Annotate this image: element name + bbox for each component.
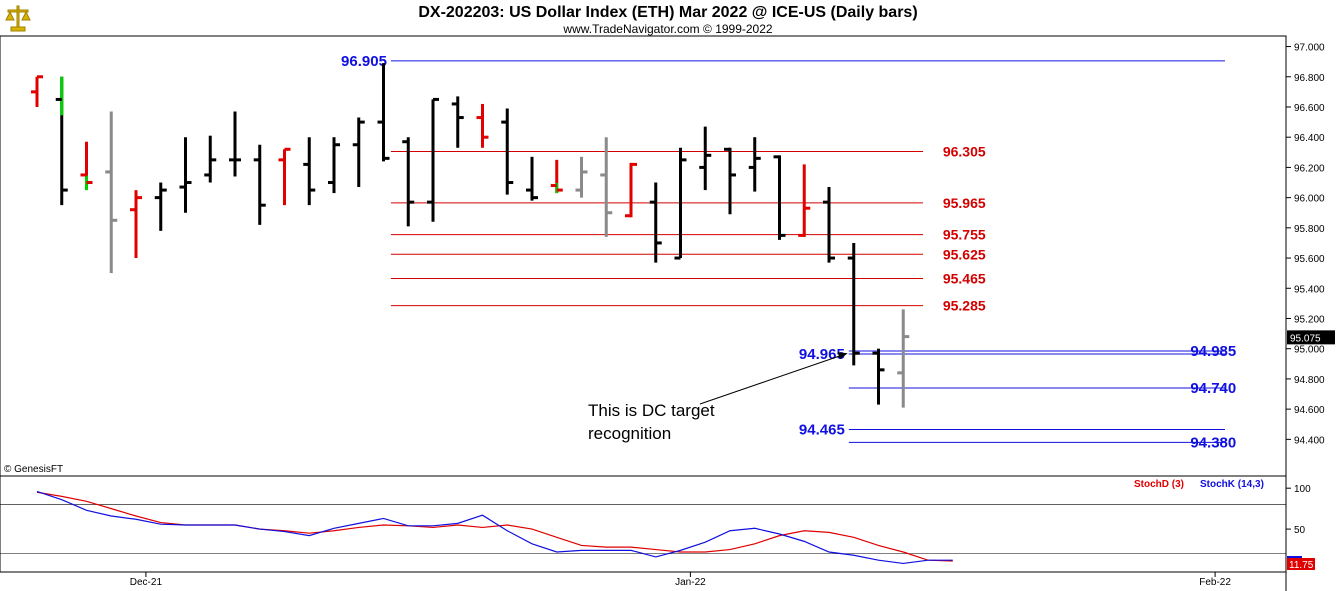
ohlc-bar: [872, 348, 885, 405]
price-bars: [31, 63, 910, 408]
ohlc-bar: [847, 242, 860, 366]
chart-subtitle: www.TradeNavigator.com © 1999-2022: [562, 22, 772, 36]
ohlc-bar: [550, 159, 563, 194]
ohlc-bar: [55, 76, 68, 206]
price-axis-label: 94.600: [1294, 405, 1325, 416]
price-axis-label: 95.200: [1294, 314, 1325, 325]
price-axis-label: 97.000: [1294, 43, 1325, 54]
indicator-panel: [0, 475, 1287, 573]
ohlc-bar: [476, 103, 489, 148]
price-axis-label: 96.400: [1294, 133, 1325, 144]
ohlc-bar: [526, 156, 538, 201]
ohlc-bar: [204, 135, 217, 183]
level-label-95.465: 95.465: [943, 270, 986, 286]
annotation-arrow: [699, 354, 842, 405]
price-axis-label: 96.600: [1294, 103, 1325, 114]
level-label-96.905: 96.905: [341, 53, 387, 70]
price-axis-label: 96.000: [1294, 194, 1325, 205]
ohlc-bar: [748, 137, 761, 192]
ohlc-bar: [179, 137, 192, 213]
price-axis-label: 95.600: [1294, 254, 1325, 265]
ohlc-bar: [377, 63, 390, 162]
ohlc-bar: [328, 137, 340, 194]
ohlc-bar: [773, 155, 786, 240]
ohlc-bar: [253, 144, 266, 225]
ohlc-bar: [31, 75, 43, 107]
price-axis-label: 94.800: [1294, 375, 1325, 386]
stochastic-indicator: 100 50 StochD (3) StochK (14,3) 11.75: [0, 479, 1315, 571]
ohlc-bar: [798, 164, 811, 237]
price-axis-label: 95.000: [1294, 345, 1325, 356]
dc-target-annotation: This is DC target recognition: [588, 352, 848, 443]
level-label-95.965: 95.965: [943, 195, 986, 211]
ohlc-bar: [501, 108, 514, 195]
ohlc-bar: [402, 137, 415, 227]
level-label-95.285: 95.285: [943, 298, 986, 314]
ohlc-bar: [105, 111, 118, 274]
logo: [2, 2, 36, 36]
level-label-95.755: 95.755: [943, 227, 986, 243]
ohlc-bar: [897, 309, 910, 408]
level-label-94.740: 94.740: [1190, 380, 1236, 397]
ohlc-bar: [575, 156, 588, 198]
stoch-legend-label: StochD (3): [1134, 479, 1184, 490]
ohlc-bar: [625, 162, 637, 218]
ohlc-bar: [229, 111, 241, 177]
price-axis-label: 95.400: [1294, 284, 1325, 295]
last-price-marker: [1287, 330, 1335, 345]
level-label-94.965: 94.965: [799, 346, 845, 363]
copyright-label: © GenesisFT: [4, 464, 63, 475]
stoch-last-value-marker: [1287, 558, 1315, 570]
time-axis-label: Dec-21: [130, 577, 163, 588]
scales-icon: [5, 5, 31, 32]
annotation-arrowhead: [837, 352, 848, 360]
ohlc-bar: [699, 126, 712, 191]
ohlc-bar: [130, 190, 142, 259]
level-label-94.985: 94.985: [1190, 343, 1236, 360]
ohlc-bar: [80, 141, 93, 191]
ohlc-bar: [154, 182, 167, 231]
ohlc-bar: [451, 96, 464, 148]
price-axis-label: 96.200: [1294, 163, 1325, 174]
ohlc-bar: [724, 147, 736, 215]
level-label-95.625: 95.625: [943, 246, 986, 262]
time-axis-label: Feb-22: [1199, 577, 1231, 588]
ohlc-bar: [278, 147, 291, 206]
stoch-last-value: 11.75: [1289, 560, 1314, 571]
price-panel: [0, 35, 1287, 477]
level-label-94.380: 94.380: [1190, 434, 1236, 451]
ohlc-bar: [427, 97, 439, 222]
annotation-text-line2: recognition: [588, 424, 671, 443]
chart-title: DX-202203: US Dollar Index (ETH) Mar 202…: [418, 4, 917, 21]
stoch-series-line: [36, 490, 953, 565]
time-axis: Dec-21 Jan-22 Feb-22: [130, 572, 1231, 588]
ohlc-bar: [823, 187, 835, 263]
stoch-axis-label: 100: [1294, 484, 1311, 495]
support-resistance-levels: 96.905 96.305 95.965 95.755 95.625 95.465 95.2…: [341, 53, 1236, 451]
annotation-text-line1: This is DC target: [588, 401, 715, 420]
price-axis-label: 94.400: [1294, 435, 1325, 446]
stoch-legend-label: StochK (14,3): [1200, 479, 1264, 490]
stoch-axis-label: 50: [1294, 525, 1306, 536]
level-label-94.465: 94.465: [799, 422, 845, 439]
price-axis: 97.000 96.800 96.600 96.400 96.200 96.000 95.8…: [1286, 43, 1335, 446]
ohlc-bar: [303, 137, 316, 206]
ohlc-bar: [674, 147, 687, 260]
time-axis-label: Jan-22: [675, 577, 706, 588]
level-label-96.305: 96.305: [943, 144, 986, 160]
price-axis-label: 95.800: [1294, 224, 1325, 235]
ohlc-bar: [649, 182, 662, 263]
ohlc-bar: [352, 117, 365, 188]
last-price-label: 95.075: [1290, 333, 1321, 344]
price-axis-label: 96.800: [1294, 73, 1325, 84]
ohlc-bar: [600, 137, 613, 237]
